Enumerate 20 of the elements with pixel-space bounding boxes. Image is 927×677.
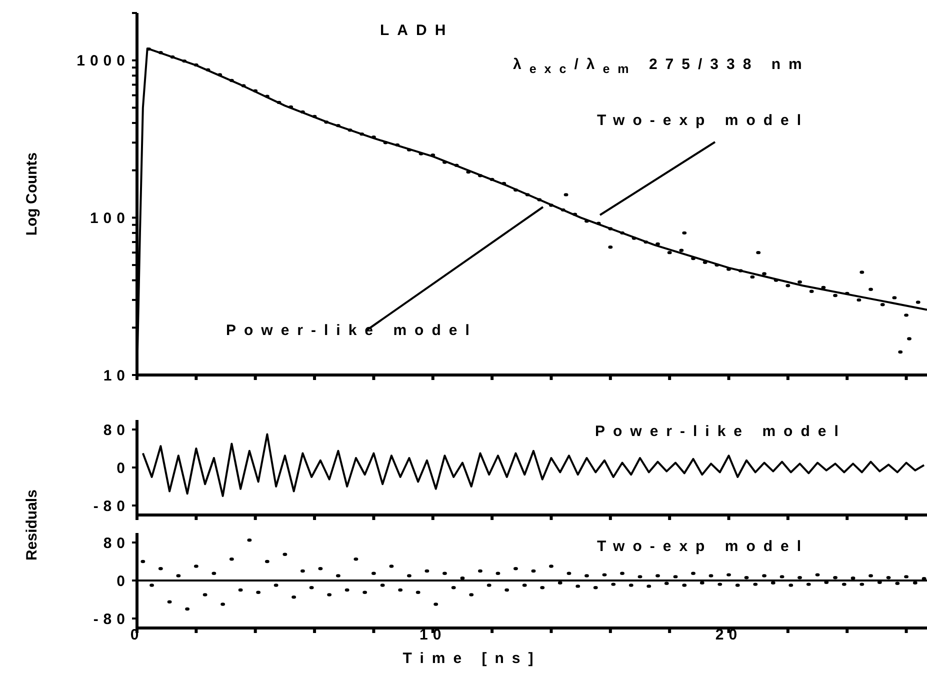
y-tick-label: -80 xyxy=(93,610,130,628)
y-tick-label: 100 xyxy=(90,210,130,228)
y-tick-label: -80 xyxy=(93,498,130,515)
annotation: Power-like model xyxy=(595,423,846,440)
y-tick-label: 80 xyxy=(103,422,130,439)
annotation: λ$_{exc}$/λ$_{em}$ 275/338 nm xyxy=(513,56,810,76)
x-axis-title: Time [ns] xyxy=(402,650,542,667)
y-tick-label: 0 xyxy=(116,572,130,590)
y-tick-label: 1000 xyxy=(76,52,130,70)
x-tick-label: 10 xyxy=(420,626,446,644)
y-axis-title: Residuals xyxy=(24,490,40,560)
annotation: LADH xyxy=(380,22,454,39)
x-tick-label: 20 xyxy=(715,626,742,644)
y-axis-title: Log Counts xyxy=(24,152,40,236)
y-tick-label: 80 xyxy=(103,534,130,552)
y-tick-label: 10 xyxy=(103,367,130,384)
y-tick-label: 0 xyxy=(116,460,130,477)
annotation: Two-exp model xyxy=(597,538,810,555)
annotation: Power-like model xyxy=(226,322,478,339)
annotation: Two-exp model xyxy=(597,112,810,129)
